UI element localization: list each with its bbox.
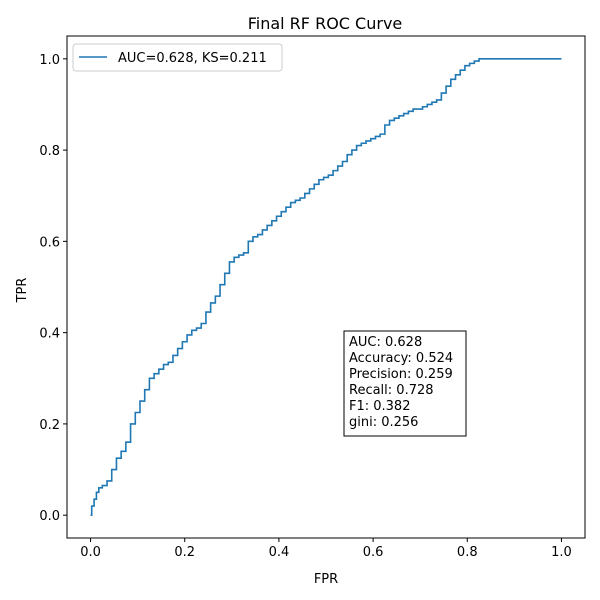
x-tick-label: 1.0 [551, 545, 572, 560]
y-tick-label: 0.6 [39, 235, 60, 250]
legend-box [72, 43, 283, 72]
legend: AUC=0.628, KS=0.211 [72, 43, 283, 72]
chart-title: Final RF ROC Curve [248, 14, 403, 33]
y-axis-label: TPR [15, 278, 30, 304]
x-tick-label: 0.0 [80, 545, 101, 560]
y-tick-label: 0.4 [39, 327, 60, 342]
axes-layer: 0.0 0.2 0.4 0.6 0.8 1.0 0.0 0.2 0.4 0.6 0.8 1.0 [39, 53, 571, 560]
legend-entry: AUC=0.628, KS=0.211 [118, 51, 267, 66]
metric-precision: Precision: 0.259 [349, 367, 453, 382]
metric-f1: F1: 0.382 [349, 399, 410, 414]
metrics-box [343, 330, 467, 437]
x-tick-label: 0.6 [363, 545, 384, 560]
plot-frame [66, 35, 586, 539]
y-tick-label: 1.0 [39, 53, 60, 68]
metric-gini: gini: 0.256 [349, 415, 418, 430]
x-tick-label: 0.8 [457, 545, 478, 560]
y-tick-label: 0.0 [39, 509, 60, 524]
metric-auc: AUC: 0.628 [349, 335, 422, 350]
y-tick-label: 0.2 [39, 418, 60, 433]
x-tick-label: 0.2 [174, 545, 195, 560]
roc-series-line-0 [90, 58, 562, 516]
x-tick-label: 0.4 [269, 545, 290, 560]
metric-accuracy: Accuracy: 0.524 [349, 351, 453, 366]
metric-recall: Recall: 0.728 [349, 383, 434, 398]
metrics-annotation: AUC: 0.628 Accuracy: 0.524 Precision: 0.… [343, 330, 467, 437]
x-axis-label: FPR [314, 572, 338, 587]
y-tick-label: 0.8 [39, 144, 60, 159]
series-layer [90, 58, 562, 516]
